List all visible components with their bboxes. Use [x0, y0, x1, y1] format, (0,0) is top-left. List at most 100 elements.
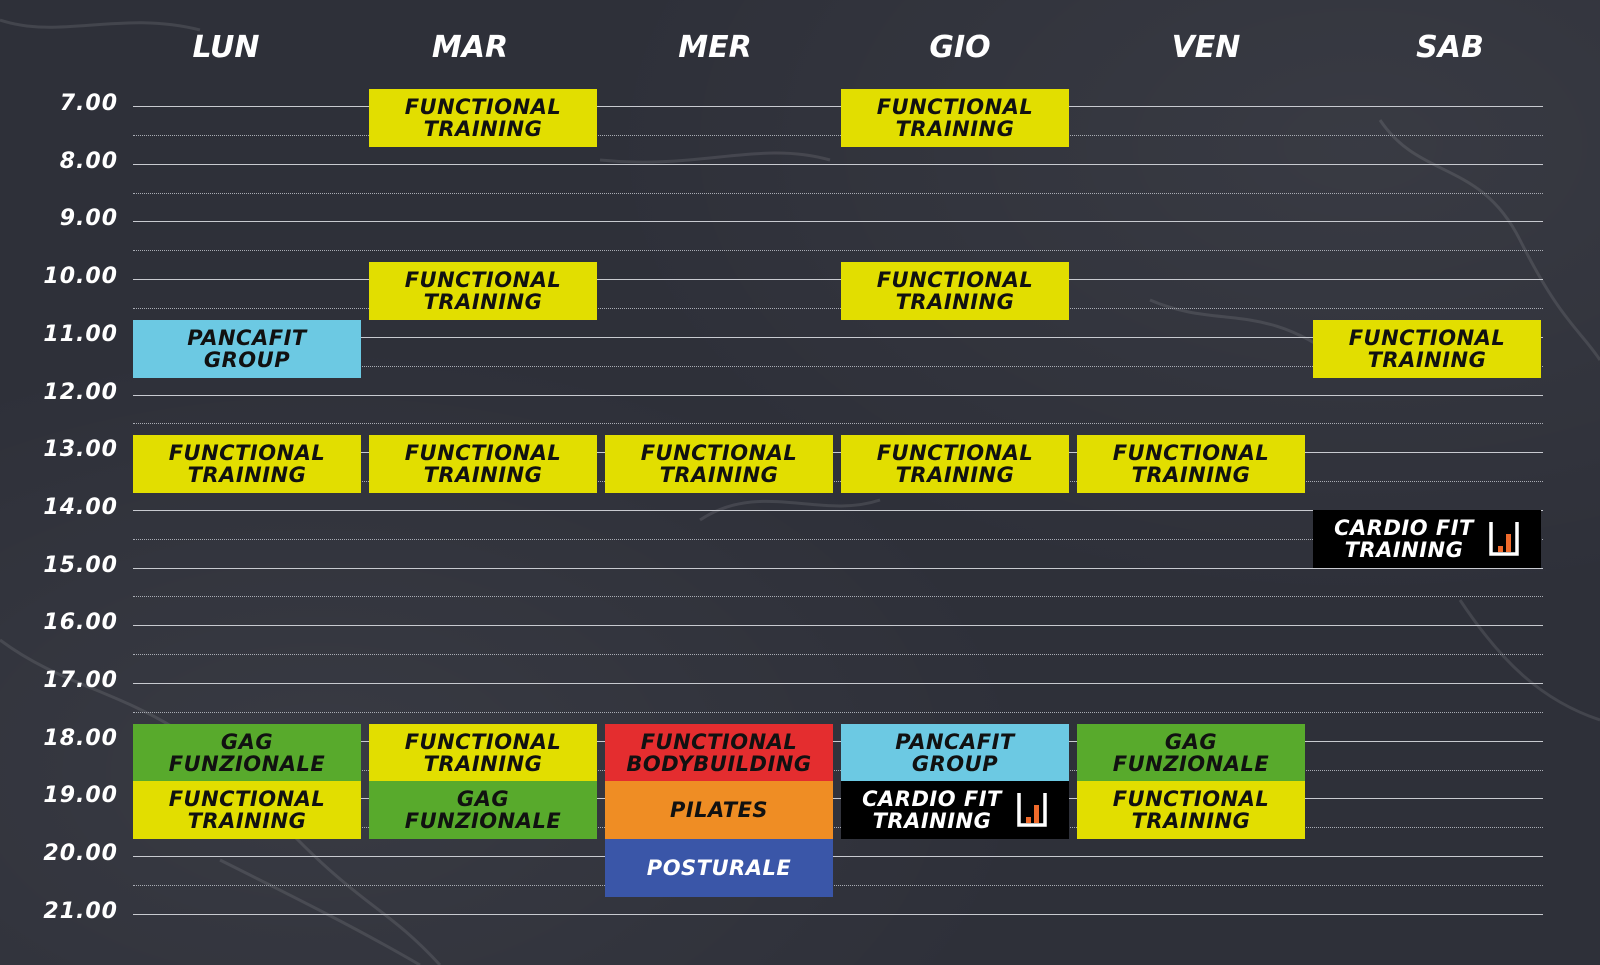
- class-name-line1: GAG: [1164, 730, 1218, 754]
- half-hour-line: [133, 366, 1543, 367]
- day-header-lun: LUN: [192, 30, 260, 65]
- class-block: POSTURALE: [605, 839, 833, 897]
- class-name-line1: FUNCTIONAL: [168, 787, 326, 811]
- class-block: GAG FUNZIONALE: [133, 724, 361, 782]
- class-name: FUNCTIONAL TRAINING: [405, 731, 562, 775]
- class-name: FUNCTIONAL TRAINING: [405, 269, 562, 313]
- class-block: FUNCTIONAL TRAINING: [841, 89, 1069, 147]
- half-hour-line: [133, 481, 1543, 482]
- class-name-line2: GROUP: [203, 348, 291, 372]
- class-name: GAG FUNZIONALE: [169, 731, 325, 775]
- hour-line: [133, 798, 1543, 799]
- hour-label: 18.00: [43, 726, 118, 751]
- class-name-line2: FUNZIONALE: [1112, 752, 1270, 776]
- hour-label: 20.00: [43, 841, 118, 866]
- class-name: FUNCTIONAL TRAINING: [1113, 442, 1270, 486]
- class-name-line1: FUNCTIONAL: [640, 441, 798, 465]
- day-header-gio: GIO: [929, 30, 991, 65]
- class-name: CARDIO FIT TRAINING: [862, 788, 1002, 832]
- hour-line: [133, 568, 1543, 569]
- class-name: FUNCTIONAL TRAINING: [641, 442, 798, 486]
- class-block: FUNCTIONAL TRAINING: [841, 435, 1069, 493]
- hour-line: [133, 164, 1543, 165]
- class-name: POSTURALE: [647, 857, 791, 879]
- hour-line: [133, 914, 1543, 915]
- class-name-line2: FUNZIONALE: [404, 809, 562, 833]
- class-name-line1: FUNCTIONAL: [1112, 441, 1270, 465]
- half-hour-line: [133, 712, 1543, 713]
- class-name-line1: FUNCTIONAL: [876, 95, 1034, 119]
- class-name-line1: PANCAFIT: [187, 326, 307, 350]
- class-block: PANCAFIT GROUP: [841, 724, 1069, 782]
- class-name: FUNCTIONAL TRAINING: [877, 269, 1034, 313]
- class-name: PILATES: [670, 799, 768, 821]
- class-block: PANCAFIT GROUP: [133, 320, 361, 378]
- class-block: FUNCTIONAL TRAINING: [369, 724, 597, 782]
- class-name-line2: TRAINING: [1344, 538, 1464, 562]
- hour-line: [133, 683, 1543, 684]
- class-name-line1: FUNCTIONAL: [1112, 787, 1270, 811]
- class-name-line2: TRAINING: [895, 117, 1015, 141]
- class-block: FUNCTIONAL TRAINING: [133, 781, 361, 839]
- class-name-line1: FUNCTIONAL: [404, 268, 562, 292]
- hour-label: 10.00: [43, 264, 118, 289]
- class-name-line1: FUNCTIONAL: [876, 441, 1034, 465]
- half-hour-line: [133, 654, 1543, 655]
- class-block: GAG FUNZIONALE: [1077, 724, 1305, 782]
- class-name-line1: CARDIO FIT: [1334, 516, 1474, 540]
- half-hour-line: [133, 539, 1543, 540]
- hour-label: 16.00: [43, 610, 118, 635]
- half-hour-line: [133, 770, 1543, 771]
- class-name-line1: FUNCTIONAL: [876, 268, 1034, 292]
- class-name-line2: TRAINING: [423, 752, 543, 776]
- class-name-line1: FUNCTIONAL: [404, 95, 562, 119]
- class-name-line2: FUNZIONALE: [168, 752, 326, 776]
- class-name-line1: FUNCTIONAL: [168, 441, 326, 465]
- class-name-line1: FUNCTIONAL: [404, 441, 562, 465]
- hour-line: [133, 856, 1543, 857]
- class-name-line2: TRAINING: [895, 463, 1015, 487]
- class-name-line1: FUNCTIONAL: [404, 730, 562, 754]
- class-name: FUNCTIONAL TRAINING: [877, 96, 1034, 140]
- hour-line: [133, 741, 1543, 742]
- hour-label: 15.00: [43, 553, 118, 578]
- class-name: PANCAFIT GROUP: [895, 731, 1014, 775]
- class-name: FUNCTIONAL TRAINING: [169, 442, 326, 486]
- class-name-line1: FUNCTIONAL: [640, 730, 798, 754]
- class-name: FUNCTIONAL TRAINING: [877, 442, 1034, 486]
- hour-label: 14.00: [43, 495, 118, 520]
- class-name: GAG FUNZIONALE: [405, 788, 561, 832]
- class-name-line2: TRAINING: [1131, 809, 1251, 833]
- class-name-line2: BODYBUILDING: [626, 752, 812, 776]
- class-name-line1: FUNCTIONAL: [1348, 326, 1506, 350]
- hour-line: [133, 395, 1543, 396]
- class-name-line1: PILATES: [669, 798, 769, 822]
- class-name-line2: TRAINING: [895, 290, 1015, 314]
- hour-label: 13.00: [43, 437, 118, 462]
- class-name: FUNCTIONAL TRAINING: [405, 442, 562, 486]
- hour-label: 19.00: [43, 783, 118, 808]
- hour-line: [133, 221, 1543, 222]
- class-block: FUNCTIONAL TRAINING: [133, 435, 361, 493]
- class-block: FUNCTIONAL TRAINING: [605, 435, 833, 493]
- class-name: FUNCTIONAL TRAINING: [169, 788, 326, 832]
- class-name: PANCAFIT GROUP: [187, 327, 306, 371]
- class-name-line2: TRAINING: [423, 117, 543, 141]
- half-hour-line: [133, 423, 1543, 424]
- hour-label: 8.00: [59, 149, 118, 174]
- class-name-line2: TRAINING: [659, 463, 779, 487]
- hour-line: [133, 106, 1543, 107]
- half-hour-line: [133, 308, 1543, 309]
- class-block: CARDIO FIT TRAINING: [841, 781, 1069, 839]
- class-name-line2: GROUP: [911, 752, 999, 776]
- day-header-mer: MER: [678, 30, 752, 65]
- day-header-sab: SAB: [1416, 30, 1484, 65]
- half-hour-line: [133, 596, 1543, 597]
- cardio-fit-logo-icon: [1017, 793, 1047, 827]
- class-name: CARDIO FIT TRAINING: [1334, 517, 1474, 561]
- half-hour-line: [133, 885, 1543, 886]
- half-hour-line: [133, 250, 1543, 251]
- half-hour-line: [133, 193, 1543, 194]
- class-name-line2: TRAINING: [1131, 463, 1251, 487]
